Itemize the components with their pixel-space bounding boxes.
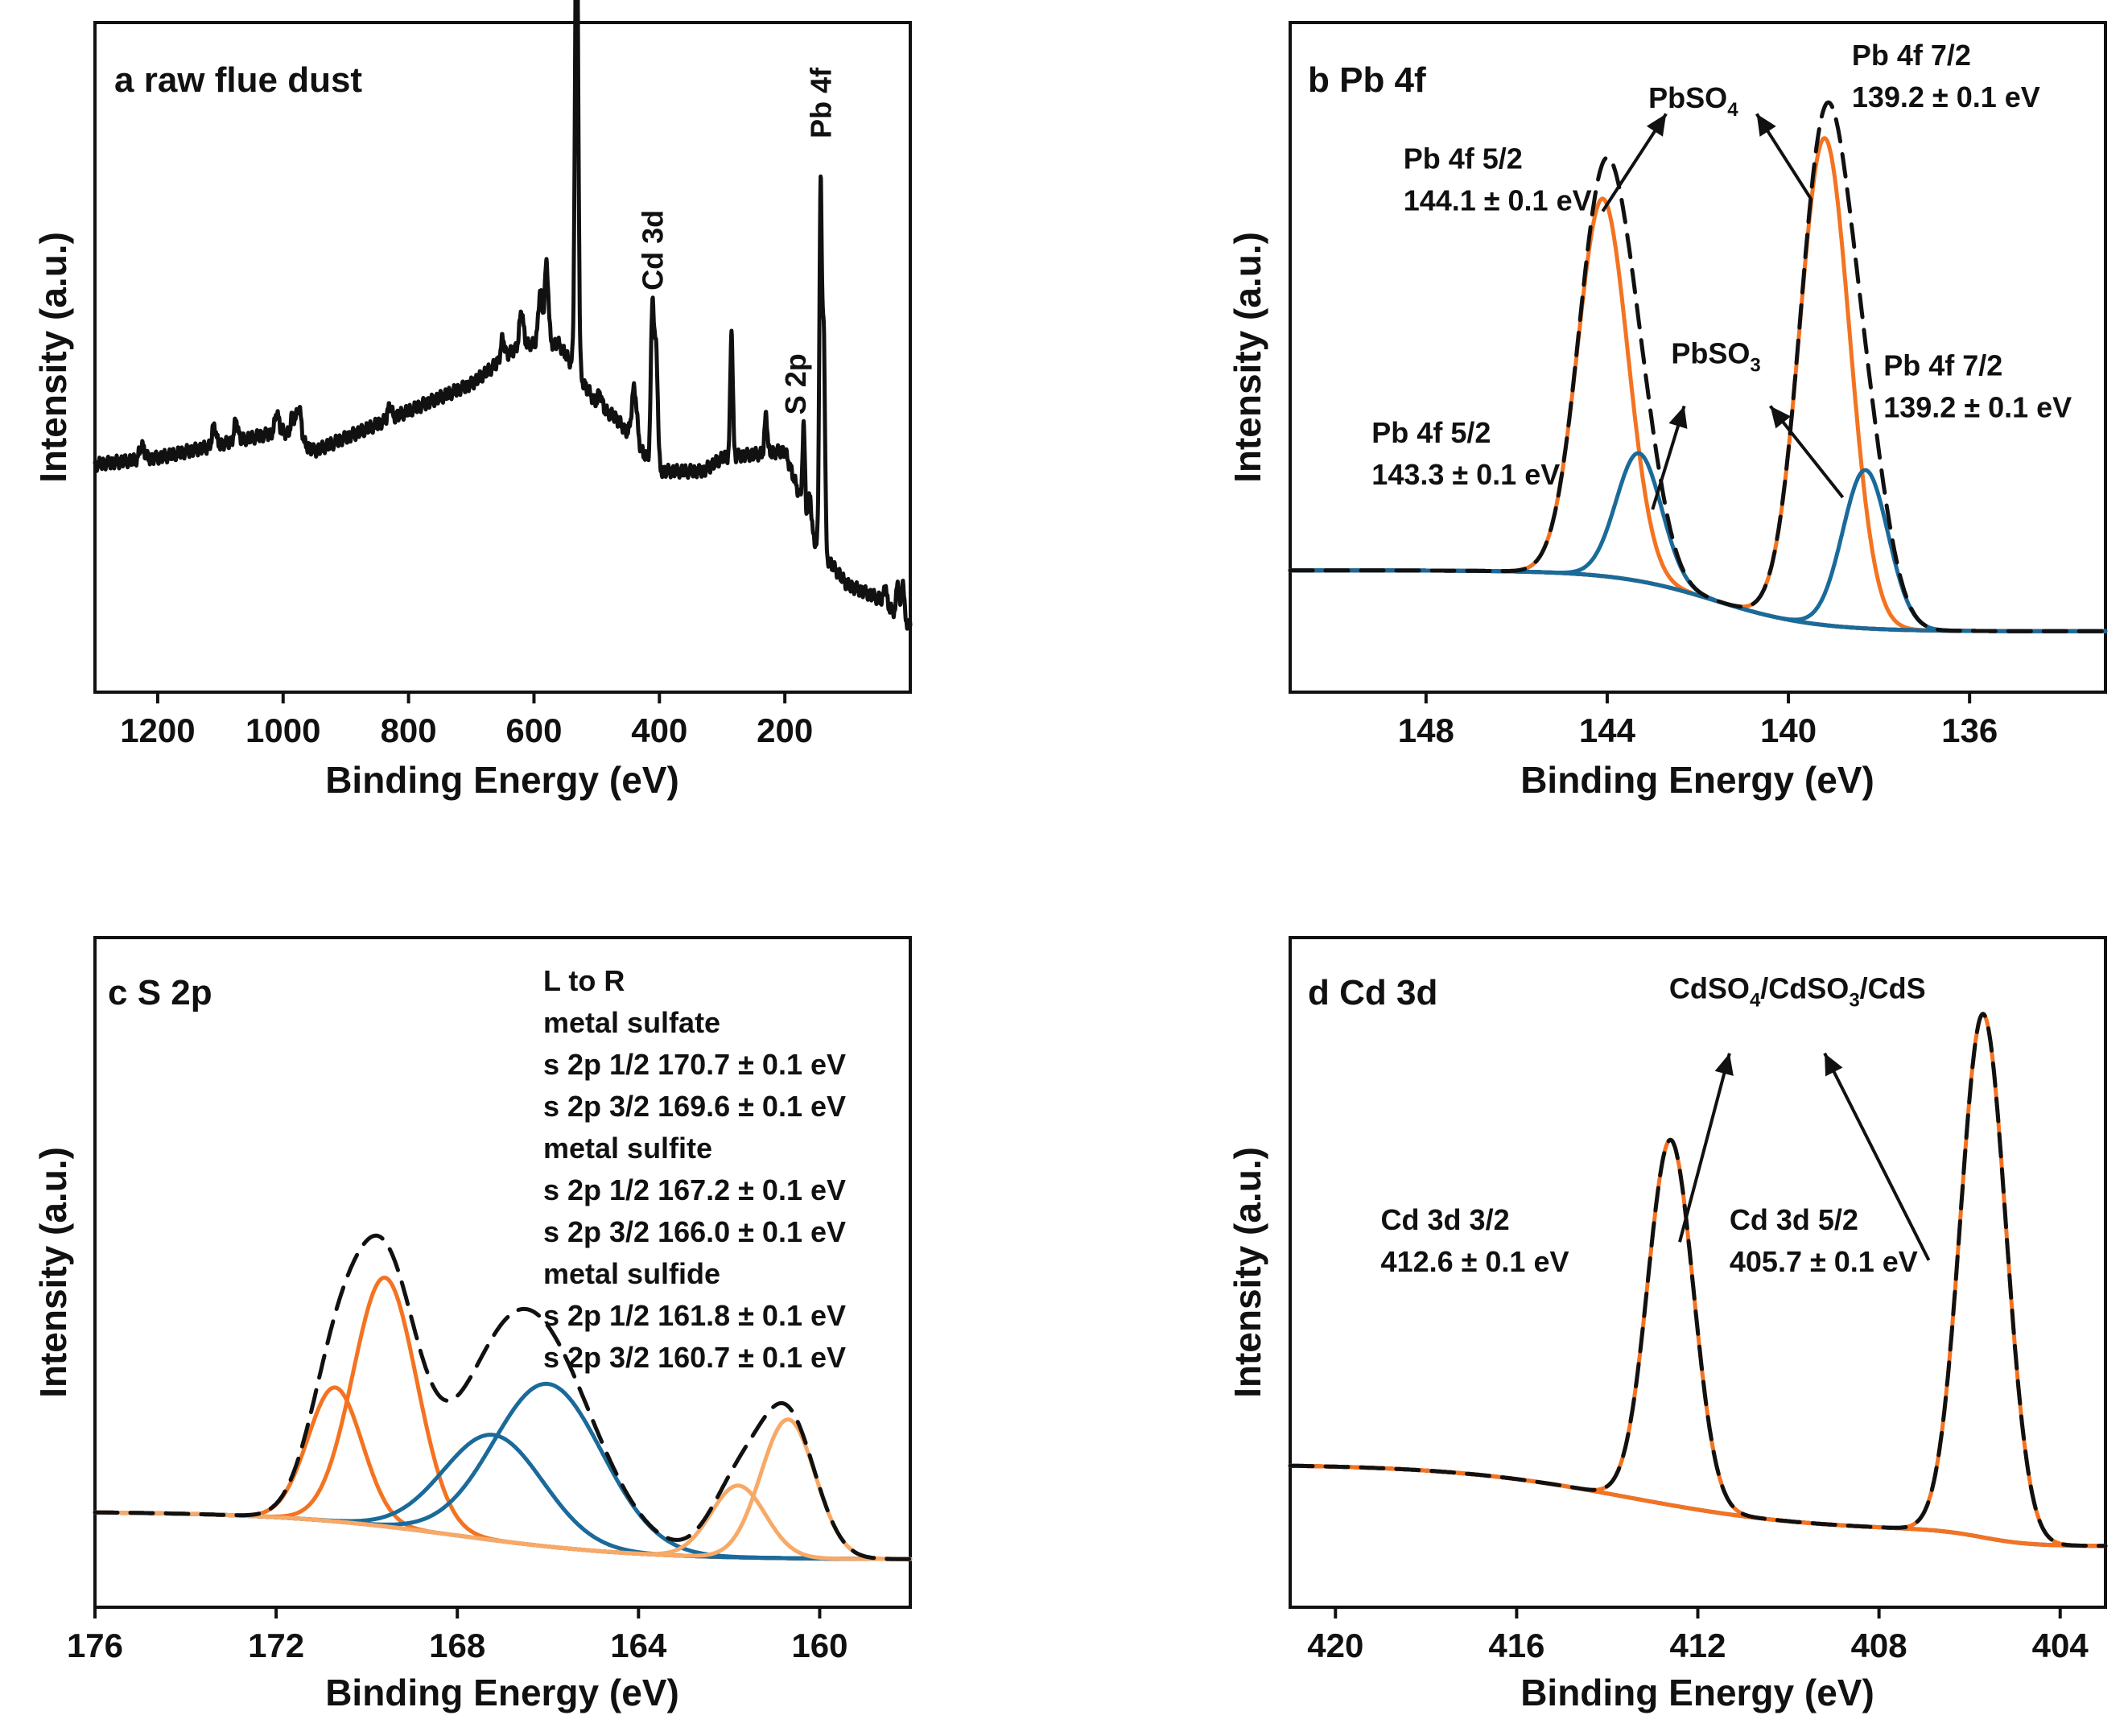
panel-a-xlabel: Binding Energy (eV) bbox=[325, 759, 679, 801]
component-peak-line bbox=[93, 1483, 913, 1561]
x-tick-label: 136 bbox=[1941, 711, 1998, 749]
x-tick-label: 1200 bbox=[120, 711, 195, 749]
x-tick-label: 148 bbox=[1398, 711, 1454, 749]
panel-c: c S 2p Intensity (a.u.) Binding Energy (… bbox=[32, 936, 913, 1713]
component-peak-line bbox=[1288, 468, 2108, 633]
annotation-arrow bbox=[1823, 1052, 1931, 1261]
species-label: CdSO4/CdSO3/CdS bbox=[1669, 972, 1926, 1012]
x-tick-label: 600 bbox=[505, 711, 562, 749]
panel-d-labels: Cd 3d 3/2 412.6 ± 0.1 eV Cd 3d 5/2 405.7 ± … bbox=[1381, 972, 1931, 1278]
component-peak-line bbox=[1288, 1137, 2108, 1548]
peak-annotation: Pb 4f 5/2 143.3 ± 0.1 eV bbox=[1371, 416, 1560, 491]
panel-b-plot bbox=[1288, 100, 2108, 633]
background-line bbox=[93, 1510, 913, 1561]
panel-d-plot bbox=[1288, 1012, 2108, 1548]
panel-c-plot bbox=[93, 1233, 913, 1561]
panel-a-plot bbox=[93, 0, 913, 631]
peak-label: Cd 3d bbox=[637, 210, 670, 291]
envelope-line bbox=[1288, 100, 2108, 633]
panel-a-frame bbox=[93, 21, 912, 694]
x-tick-label: 164 bbox=[610, 1627, 667, 1664]
arrow-head bbox=[1770, 406, 1792, 429]
peak-label: Pb 4f bbox=[804, 67, 837, 138]
panel-a-ylabel: Intensity (a.u.) bbox=[32, 232, 74, 483]
survey-spectrum-line bbox=[93, 0, 913, 631]
component-peak-line bbox=[93, 1417, 913, 1561]
panel-b-ylabel: Intensity (a.u.) bbox=[1227, 232, 1268, 483]
panel-b-frame bbox=[1289, 21, 2107, 694]
x-tick-label: 140 bbox=[1760, 711, 1817, 749]
panel-d-title: d Cd 3d bbox=[1308, 973, 1437, 1012]
panel-b-title: b Pb 4f bbox=[1308, 60, 1426, 100]
background-line bbox=[1288, 1463, 2108, 1548]
panel-c-title: c S 2p bbox=[108, 973, 212, 1012]
background-line bbox=[1288, 568, 2108, 633]
panel-a-ticks: 1200 1000 800 600 400 200 bbox=[120, 692, 813, 749]
arrow-head bbox=[1668, 406, 1688, 429]
panel-a-title: a raw flue dust bbox=[114, 60, 362, 100]
x-tick-label: 200 bbox=[757, 711, 813, 749]
panel-d-ylabel: Intensity (a.u.) bbox=[1227, 1147, 1268, 1398]
panel-c-xlabel: Binding Energy (eV) bbox=[325, 1672, 679, 1713]
envelope-line bbox=[1288, 1012, 2108, 1548]
annotation-arrow bbox=[1678, 1053, 1731, 1243]
panel-b: b Pb 4f Intensity (a.u.) Binding Energy … bbox=[1227, 21, 2108, 801]
x-tick-label: 1000 bbox=[245, 711, 320, 749]
peak-annotation: Pb 4f 7/2 139.2 ± 0.1 eV bbox=[1883, 349, 2072, 424]
component-peak-line bbox=[1288, 1012, 2108, 1548]
component-peak-line bbox=[93, 1381, 913, 1561]
panel-b-ticks: 148 144 140 136 bbox=[1398, 692, 1998, 749]
arrow-head bbox=[1756, 113, 1776, 137]
peak-annotation: Pb 4f 7/2 139.2 ± 0.1 eV bbox=[1852, 39, 2040, 113]
envelope-line bbox=[93, 1233, 913, 1561]
panel-d-ticks: 420 416 412 408 404 bbox=[1307, 1607, 2089, 1664]
panel-b-labels: Pb 4f 5/2 144.1 ± 0.1 eV Pb 4f 7/2 139.2 ± … bbox=[1371, 39, 2072, 510]
x-tick-label: 144 bbox=[1579, 711, 1636, 749]
x-tick-label: 160 bbox=[791, 1627, 847, 1664]
panel-a: a raw flue dust Intensity (a.u.) Binding… bbox=[32, 0, 913, 801]
x-tick-label: 404 bbox=[2032, 1627, 2089, 1664]
peak-annotation: Pb 4f 5/2 144.1 ± 0.1 eV bbox=[1404, 142, 1592, 217]
x-tick-label: 412 bbox=[1669, 1627, 1726, 1664]
panel-c-ticks: 176 172 168 164 160 bbox=[67, 1607, 847, 1664]
panel-c-ylabel: Intensity (a.u.) bbox=[32, 1147, 74, 1398]
panel-d: d Cd 3d Intensity (a.u.) Binding Energy … bbox=[1227, 936, 2108, 1713]
x-tick-label: 172 bbox=[248, 1627, 304, 1664]
peak-annotation: Cd 3d 5/2 405.7 ± 0.1 eV bbox=[1730, 1203, 1918, 1278]
x-tick-label: 408 bbox=[1851, 1627, 1907, 1664]
panel-d-xlabel: Binding Energy (eV) bbox=[1520, 1672, 1874, 1713]
arrow-head bbox=[1646, 113, 1667, 137]
peak-annotation: Cd 3d 3/2 412.6 ± 0.1 eV bbox=[1381, 1203, 1569, 1278]
x-tick-label: 416 bbox=[1488, 1627, 1544, 1664]
x-tick-label: 168 bbox=[429, 1627, 485, 1664]
x-tick-label: 420 bbox=[1307, 1627, 1363, 1664]
x-tick-label: 800 bbox=[381, 711, 437, 749]
x-tick-label: 176 bbox=[67, 1627, 123, 1664]
panel-c-frame bbox=[93, 936, 912, 1609]
panel-a-labels: Cd 3d S 2p Pb 4f bbox=[637, 67, 838, 414]
peak-label: S 2p bbox=[779, 353, 812, 414]
species-label: PbSO4 bbox=[1648, 81, 1738, 121]
panel-b-xlabel: Binding Energy (eV) bbox=[1520, 759, 1874, 801]
species-label: PbSO3 bbox=[1671, 337, 1760, 377]
arrow-head bbox=[1825, 1053, 1843, 1077]
component-peak-line bbox=[93, 1385, 913, 1561]
x-tick-label: 400 bbox=[631, 711, 687, 749]
arrow-head bbox=[1714, 1053, 1734, 1076]
